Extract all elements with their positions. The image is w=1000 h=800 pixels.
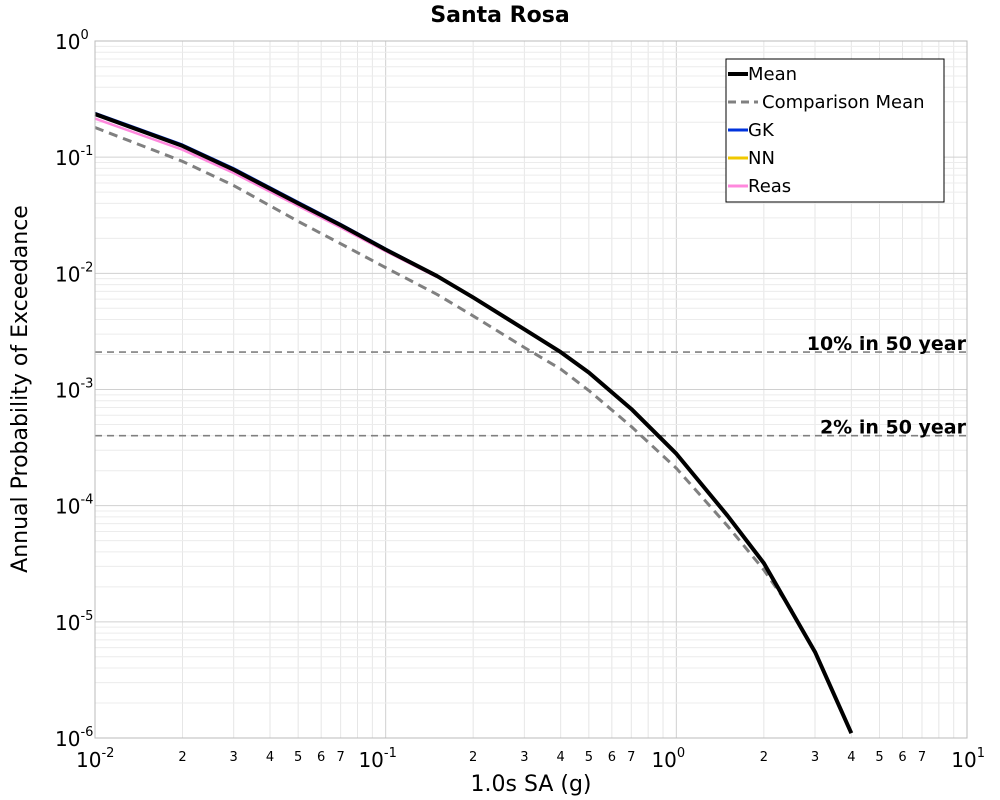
x-tick-exponent: 0 (677, 746, 685, 761)
x-tick-label: 10-2 (76, 746, 114, 772)
x-axis-label: 1.0s SA (g) (471, 772, 592, 797)
x-minor-tick-label: 4 (266, 750, 274, 765)
y-tick-base: 10 (55, 727, 80, 751)
x-minor-tick-label: 6 (608, 750, 616, 765)
y-tick-exponent: -4 (80, 493, 93, 508)
x-tick-base: 10 (951, 748, 976, 772)
y-tick-base: 10 (55, 30, 80, 54)
legend-label: Comparison Mean (762, 92, 925, 113)
x-minor-tick-label: 3 (520, 750, 528, 765)
y-tick-exponent: 0 (80, 28, 88, 43)
x-minor-tick-label: 4 (847, 750, 855, 765)
y-tick-exponent: -5 (80, 609, 93, 624)
y-tick-label: 10-1 (55, 144, 93, 170)
x-minor-tick-label: 2 (760, 750, 768, 765)
x-minor-tick-label: 6 (317, 750, 325, 765)
x-minor-tick-label: 3 (230, 750, 238, 765)
x-tick-exponent: -1 (384, 746, 397, 761)
plot-frame (94, 40, 968, 739)
x-tick-exponent: -2 (101, 746, 114, 761)
y-tick-label: 10-3 (55, 377, 93, 403)
y-axis-label: Annual Probability of Exceedance (8, 205, 33, 573)
chart-title: Santa Rosa (430, 3, 569, 28)
y-tick-base: 10 (55, 262, 80, 286)
y-tick-label: 10-5 (55, 609, 93, 635)
x-tick-base: 10 (651, 748, 676, 772)
x-minor-tick-label: 3 (811, 750, 819, 765)
x-tick-base: 10 (76, 748, 101, 772)
reference-lines: 10% in 50 year 2% in 50 year (95, 333, 967, 439)
x-tick-label: 100 (651, 746, 685, 772)
x-minor-tick-label: 5 (585, 750, 593, 765)
y-tick-label: 10-6 (55, 725, 93, 751)
legend-label: Mean (748, 64, 797, 85)
legend-label: Reas (748, 176, 791, 197)
grid (95, 41, 967, 738)
x-minor-tick-label: 7 (627, 750, 635, 765)
y-tick-label: 100 (55, 28, 89, 54)
y-tick-exponent: -1 (80, 144, 93, 159)
y-tick-base: 10 (55, 611, 80, 635)
x-tick-label: 10-1 (358, 746, 396, 772)
series-line-mean (94, 112, 854, 735)
y-tick-base: 10 (55, 495, 80, 519)
x-minor-tick-label: 6 (898, 750, 906, 765)
legend-label: NN (748, 148, 775, 169)
x-minor-tick-label: 2 (469, 750, 477, 765)
y-tick-base: 10 (55, 146, 80, 170)
x-minor-tick-label: 2 (178, 750, 186, 765)
x-tick-base: 10 (358, 748, 383, 772)
x-tick-label: 101 (951, 746, 985, 772)
y-tick-exponent: -3 (80, 377, 93, 392)
reference-line-label: 2% in 50 year (820, 417, 967, 439)
legend: Mean Comparison Mean GK NN Reas (725, 58, 945, 203)
x-minor-tick-label: 5 (294, 750, 302, 765)
y-tick-label: 10-4 (55, 493, 93, 519)
reference-line-label: 10% in 50 year (807, 333, 967, 355)
y-tick-exponent: -2 (80, 260, 93, 275)
x-minor-tick-label: 7 (337, 750, 345, 765)
y-tick-label: 10-2 (55, 260, 93, 286)
x-minor-tick-label: 5 (875, 750, 883, 765)
y-tick-base: 10 (55, 379, 80, 403)
series-lines (94, 111, 854, 735)
legend-box (725, 58, 945, 203)
x-minor-tick-label: 4 (557, 750, 565, 765)
x-tick-exponent: 1 (977, 746, 985, 761)
y-tick-exponent: -6 (80, 725, 93, 740)
legend-label: GK (748, 120, 775, 141)
x-minor-tick-label: 7 (918, 750, 926, 765)
series-line-comparison-mean (94, 126, 794, 612)
